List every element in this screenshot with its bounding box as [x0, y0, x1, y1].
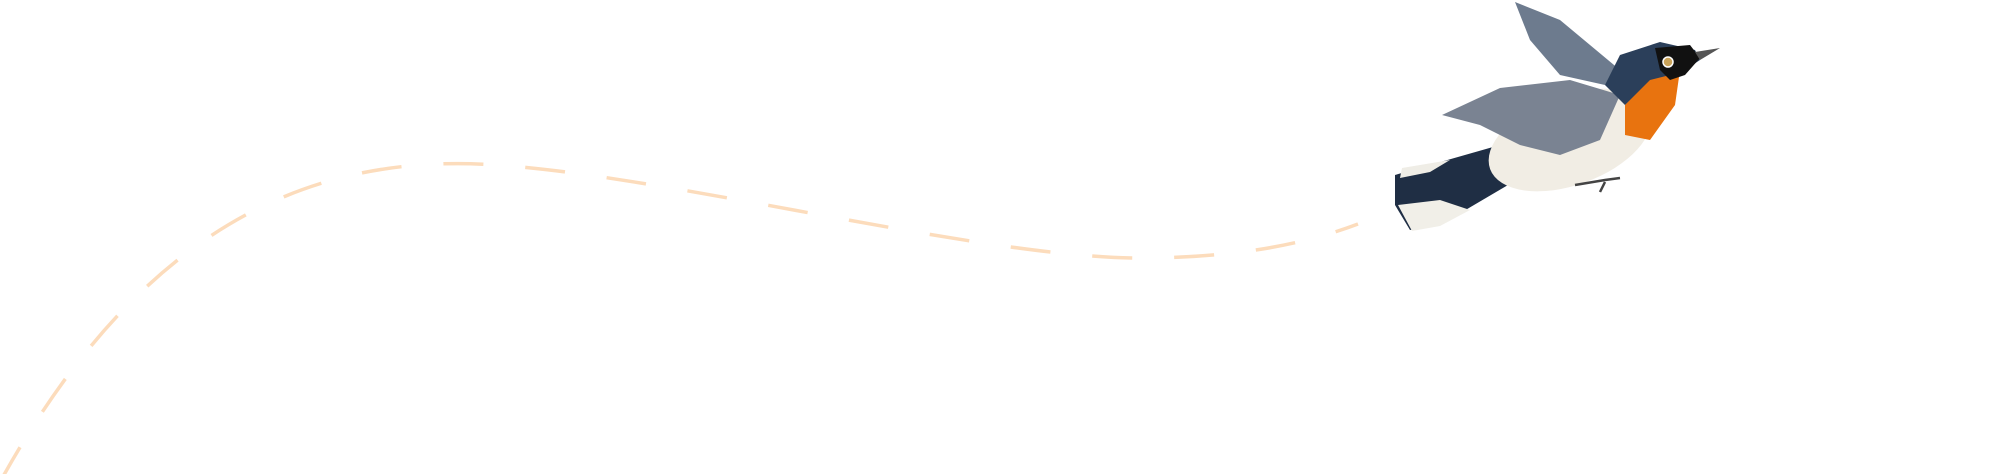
bird-icon: [1395, 2, 1720, 231]
dashed-flight-path: [2, 161, 1359, 474]
